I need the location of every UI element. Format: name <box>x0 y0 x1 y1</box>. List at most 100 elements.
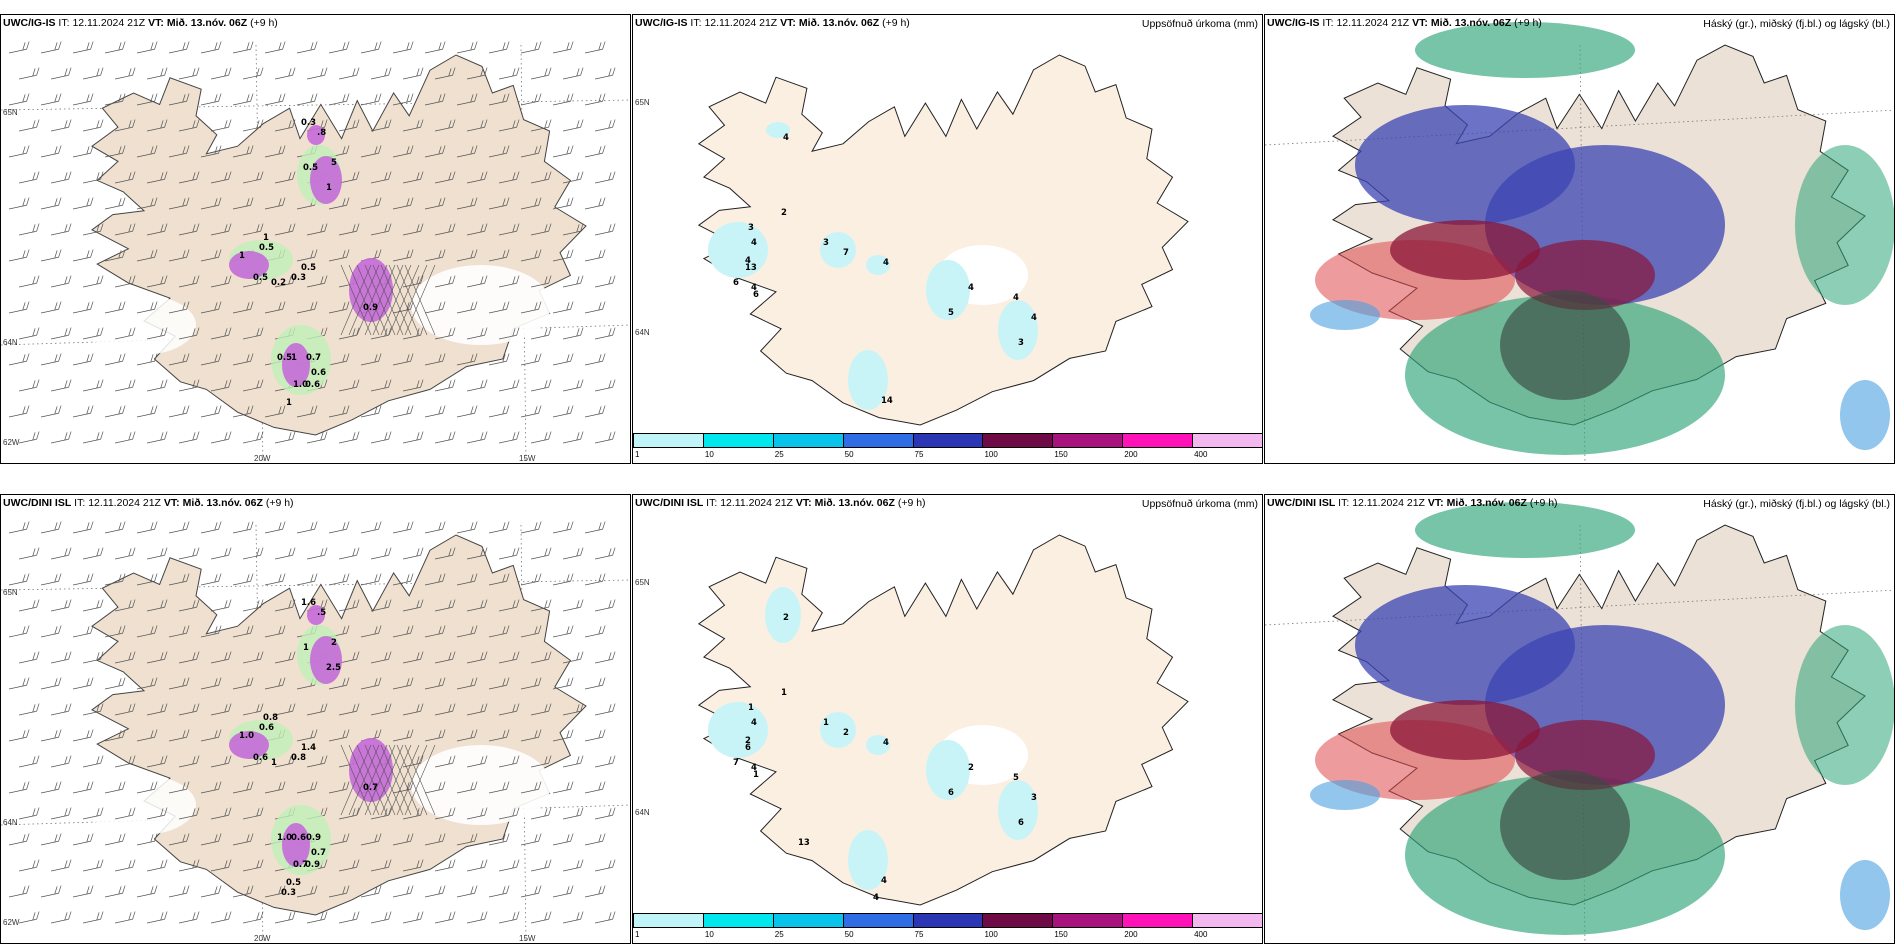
barb-flag <box>516 651 520 660</box>
barb-staff <box>584 684 603 690</box>
barb-flag <box>228 379 232 388</box>
barb-staff <box>434 386 453 392</box>
barb-flag <box>228 67 232 76</box>
barb-flag <box>580 703 584 712</box>
barb-staff <box>146 74 165 80</box>
barb-flag <box>602 521 606 530</box>
barb-staff <box>210 282 229 288</box>
barb-staff <box>424 632 443 638</box>
colorbar-bin <box>702 913 774 928</box>
value-label: 5 <box>331 158 337 168</box>
barb-staff <box>584 580 603 586</box>
wind-barb <box>264 93 286 106</box>
barb-staff <box>456 840 475 846</box>
barb-flag <box>250 41 254 50</box>
barb-flag <box>224 652 228 661</box>
barb-flag <box>474 885 478 894</box>
value-label: 6 <box>1018 818 1024 828</box>
barb-staff <box>466 282 485 288</box>
barb-flag <box>192 704 196 713</box>
barb-staff <box>466 554 485 560</box>
wind-barb <box>114 547 136 560</box>
barb-flag <box>182 146 186 155</box>
value-label: 2 <box>331 638 337 648</box>
barb-flag <box>214 678 218 687</box>
high-cloud-area <box>1795 145 1894 305</box>
barb-staff <box>520 840 539 846</box>
wind-barb <box>242 223 264 236</box>
wind-barb <box>18 431 40 444</box>
wind-barb <box>8 781 30 794</box>
barb-flag <box>182 574 186 583</box>
barb-flag <box>516 911 520 920</box>
wind-barb <box>264 405 286 418</box>
wind-barb <box>552 677 574 690</box>
wind-barb <box>488 729 510 742</box>
barb-flag <box>278 302 282 311</box>
barb-staff <box>242 386 261 392</box>
barb-flag <box>480 600 484 609</box>
barb-staff <box>530 334 549 340</box>
value-label: 4 <box>745 256 751 266</box>
barb-flag <box>64 600 68 609</box>
colorbar-tick: 75 <box>914 930 924 939</box>
barb-flag <box>182 406 186 415</box>
wind-barb <box>8 145 30 158</box>
barb-staff <box>370 554 389 560</box>
barb-staff <box>370 606 389 612</box>
barb-staff <box>328 100 347 106</box>
value-label: 2 <box>781 208 787 218</box>
barb-flag <box>90 145 94 154</box>
barb-flag <box>534 198 538 207</box>
barb-flag <box>484 703 488 712</box>
barb-staff <box>168 632 187 638</box>
wind-barb <box>146 911 168 924</box>
barb-flag <box>282 677 286 686</box>
colorbar: 1 10 25 50 75 100 150 200 400 <box>633 913 1262 943</box>
wind-barb <box>562 807 584 820</box>
barb-flag <box>452 859 456 868</box>
wind-barb <box>168 885 190 898</box>
barb-staff <box>456 528 475 534</box>
value-label: 1 <box>303 643 309 653</box>
barb-flag <box>282 145 286 154</box>
barb-flag <box>470 626 474 635</box>
barb-flag <box>502 302 506 311</box>
barb-flag <box>86 678 90 687</box>
barb-flag <box>256 548 260 557</box>
barb-flag <box>150 354 154 363</box>
barb-staff <box>72 308 91 314</box>
barb-flag <box>442 353 446 362</box>
barb-flag <box>442 301 446 310</box>
barb-staff <box>562 178 581 184</box>
wind-barb <box>456 573 478 586</box>
barb-flag <box>118 354 122 363</box>
barb-flag <box>224 276 228 285</box>
barb-flag <box>260 119 264 128</box>
wind-barb <box>264 625 286 638</box>
wind-barb <box>82 431 104 444</box>
barb-flag <box>602 573 606 582</box>
barb-flag <box>132 119 136 128</box>
barb-flag <box>118 574 122 583</box>
wind-barb <box>562 67 584 80</box>
low-cloud-area <box>1840 380 1890 450</box>
barb-flag <box>324 859 328 868</box>
barb-staff <box>274 438 293 444</box>
value-label: 0.6 <box>311 368 326 378</box>
barb-flag <box>352 912 356 921</box>
wind-barb <box>274 275 296 288</box>
wind-barb <box>82 703 104 716</box>
wind-barb <box>40 197 62 210</box>
value-label: 0.7 <box>311 848 326 858</box>
barb-staff <box>338 658 357 664</box>
wind-barb <box>200 625 222 638</box>
barb-staff <box>530 762 549 768</box>
wind-barb <box>242 327 264 340</box>
barb-flag <box>512 704 516 713</box>
colorbar-bin <box>912 433 984 448</box>
barb-flag <box>58 197 62 206</box>
hatch-line <box>388 744 420 816</box>
barb-flag <box>314 249 318 258</box>
